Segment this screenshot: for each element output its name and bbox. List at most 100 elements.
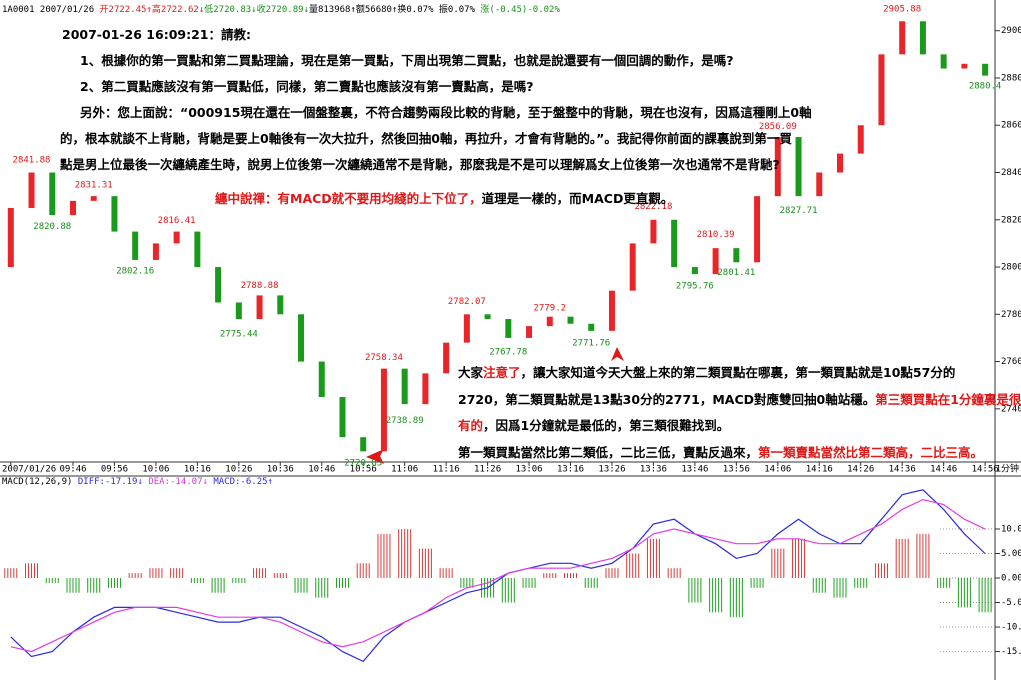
candle (69, 200, 76, 216)
candle (816, 172, 823, 197)
text-run: 1、根據你的第一買點和第二買點理論，現在是第一買點，下周出現第二買點，也就是說還… (80, 53, 734, 68)
candle (795, 137, 802, 197)
price-label: 2782.07 (448, 297, 486, 307)
candle (401, 368, 408, 405)
candle (298, 314, 305, 362)
candle (339, 397, 346, 438)
text-run: DIFF:-17.19↓ (77, 477, 149, 487)
note-line: 的，根本就談不上背馳，背馳是要上0軸後有一次大拉升，然後回抽0軸，再拉升，才會有… (60, 128, 792, 147)
note-line: 纏中說禪：有MACD就不要用均綫的上下位了，道理是一樣的，而MACD更直觀。 (215, 188, 673, 207)
candle (194, 231, 201, 268)
text-run: 纏中說禪：有MACD就不要用均綫的上下位了， (215, 191, 482, 206)
x-tick-label: 14:06 (764, 465, 791, 475)
x-tick-label: 14:26 (847, 465, 874, 475)
arrow (366, 449, 384, 464)
price-label: 2841.88 (13, 156, 51, 166)
note-line: 2720，第二類買點就是13點30分的2771，MACD對應雙回抽0軸站穩。第三… (458, 389, 1021, 408)
price-label: 2856.09 (759, 122, 797, 132)
macd-line (10, 498, 986, 653)
period-label: 1分钟 (996, 463, 1019, 475)
x-tick-label: 13:46 (681, 465, 708, 475)
y-tick-label: 0.00 (1001, 574, 1021, 584)
price-label: 2771.76 (572, 338, 610, 348)
text-run: 有的 (458, 418, 484, 433)
note-line: 第一類買點當然比第二類低，二比三低，賣點反過來，第一類賣點當然比第二類高，二比三… (458, 442, 983, 461)
candle (837, 153, 843, 173)
text-run: MACD(12,26,9) (2, 477, 78, 487)
candle (712, 248, 719, 275)
candle (256, 295, 263, 320)
text-run: ，因爲1分鐘就是最低的，第三類很難找到。 (483, 418, 730, 433)
price-label: 2880.4 (969, 82, 1002, 92)
candle (526, 326, 533, 338)
price-label: 2779.2 (534, 304, 567, 314)
text-run: 大家 (458, 365, 484, 380)
macd-line (10, 489, 986, 663)
price-label: 2905.88 (883, 4, 921, 14)
note-line: 2007-01-26 16:09:21：請教: (62, 24, 251, 43)
text-run: ，讓大家知道今天大盤上來的第二類買點在哪裏，第一類買點就是10點57分的 (520, 365, 956, 380)
candle (691, 267, 698, 275)
candle (940, 54, 947, 69)
y-tick-label: 2780.0 (1001, 310, 1021, 320)
candle (629, 243, 636, 291)
y-tick-label: 2840.0 (1001, 168, 1021, 178)
y-tick-label: -5.00 (1001, 598, 1021, 608)
text-run: 道理是一樣的，而MACD更直觀。 (481, 191, 674, 206)
x-tick-label: 11:26 (474, 465, 501, 475)
candle (754, 196, 761, 263)
x-tick-label: 13:36 (640, 465, 667, 475)
text-run: 1A0001 2007/01/26 (2, 5, 100, 15)
price-label: 2802.16 (116, 266, 154, 276)
price-label: 2788.88 (241, 281, 279, 291)
price-label: 2810.39 (697, 230, 735, 240)
candle (360, 437, 367, 452)
x-tick-label: 14:16 (806, 465, 833, 475)
candle (774, 137, 781, 197)
candle (443, 342, 450, 374)
x-tick-label: 10:36 (267, 465, 294, 475)
candle (111, 196, 118, 232)
price-label: 2775.44 (220, 330, 258, 340)
candle (7, 207, 14, 268)
candle (857, 125, 864, 154)
price-label: 2767.78 (489, 348, 527, 358)
x-tick-label: 13:16 (557, 465, 584, 475)
text-run: 點是男上位最後一次纏繞產生時，說男上位後第一次纏繞通常不是背馳，那麽我是不是可以… (60, 157, 780, 172)
y-tick-label: 2860.0 (1001, 121, 1021, 131)
text-run: 第三類買點在1分鐘裏是很難 (875, 392, 1021, 407)
candle (28, 172, 35, 208)
price-label: 2822.18 (634, 202, 672, 212)
candle (608, 290, 615, 331)
x-tick-label: 10:56 (350, 465, 377, 475)
text-run: 2、第二買點應該沒有第一買點低，同樣，第二賣點也應該沒有第一賣點高，是嗎? (80, 79, 534, 94)
y-tick-label: 2760.0 (1001, 357, 1021, 367)
y-tick-label: 2900.0 (1001, 26, 1021, 36)
y-tick-label: 5.00 (1001, 549, 1021, 559)
y-tick-label: -15.00 (1001, 647, 1021, 657)
candle (277, 295, 284, 315)
x-tick-label: 10:26 (225, 465, 252, 475)
price-label: 2720.83 (344, 459, 382, 469)
candle (982, 63, 989, 76)
candle (463, 314, 470, 343)
text-run: 2007-01-26 16:09:21：請教: (62, 27, 251, 42)
candle (505, 319, 512, 338)
x-tick-label: 10:06 (142, 465, 169, 475)
note-line: 點是男上位最後一次纏繞產生時，說男上位後第一次纏繞通常不是背馳，那麽我是不是可以… (60, 154, 780, 173)
candle (961, 63, 968, 69)
price-label: 2738.89 (386, 416, 424, 426)
note-line: 2、第二買點應該沒有第一買點低，同樣，第二賣點也應該沒有第一賣點高，是嗎? (80, 76, 533, 95)
candle (235, 302, 242, 320)
x-tick-label: 10:46 (308, 465, 335, 475)
text-run: 注意了 (483, 365, 521, 380)
candle (484, 314, 491, 320)
note-line: 另外：您上面說：“000915現在還在一個盤整裏，不符合趨勢兩段比較的背馳，至于… (80, 102, 812, 121)
text-run: 2720，第二類買點就是13點30分的2771，MACD對應雙回抽0軸站穩。 (458, 392, 876, 407)
candle (878, 54, 885, 126)
macd-header: MACD(12,26,9) DIFF:-17.19↓ DEA:-14.07↓ M… (2, 477, 273, 487)
y-tick-label: -10.00 (1001, 623, 1021, 633)
candle (567, 316, 574, 324)
